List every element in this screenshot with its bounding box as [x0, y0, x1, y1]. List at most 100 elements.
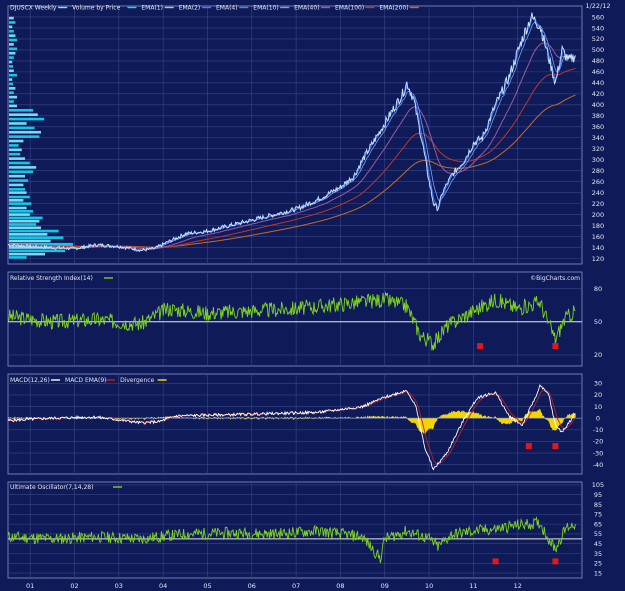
x-tick-label: 04 [159, 582, 167, 590]
legend-label: EMA(40) [294, 5, 319, 12]
volume-bar [9, 82, 13, 86]
volume-bar [9, 206, 27, 210]
volume-bar [9, 161, 30, 165]
legend-label: EMA(4) [216, 5, 238, 12]
legend-label: EMA(200) [379, 5, 408, 12]
volume-bar [9, 191, 27, 194]
x-tick-label: 01 [26, 582, 34, 590]
volume-bar [9, 239, 51, 243]
rsi-y-tick: 20 [594, 351, 602, 359]
uo-y-tick: 35 [594, 550, 602, 558]
price-y-tick: 160 [592, 233, 604, 241]
price-y-tick: 200 [592, 211, 604, 219]
volume-bar [9, 183, 24, 187]
price-line [7, 12, 576, 253]
volume-bar [9, 122, 27, 125]
ultimate-oscillator-panel [7, 516, 582, 565]
x-tick-label: 12 [514, 582, 522, 590]
rsi-title: Relative Strength Index(14) [10, 275, 93, 282]
volume-bar [9, 95, 17, 99]
volume-bar [9, 130, 41, 134]
volume-bar [9, 242, 73, 246]
volume-bar [9, 216, 43, 220]
macd-y-tick: -30 [593, 449, 604, 457]
volume-bar [9, 188, 25, 191]
uo-title: Ultimate Oscillator(7,14,28) [10, 484, 93, 491]
price-y-tick: 300 [592, 156, 604, 164]
price-y-tick: 260 [592, 178, 604, 186]
x-tick-label: 02 [70, 582, 78, 590]
volume-bar [9, 229, 59, 233]
uo-y-tick: 45 [594, 540, 602, 548]
price-y-tick: 280 [592, 167, 604, 175]
x-tick-label: 03 [115, 582, 123, 590]
volume-bar [9, 256, 27, 259]
volume-bar [9, 209, 33, 213]
volume-bar [9, 87, 16, 90]
volume-bar [9, 25, 13, 29]
volume-bar [9, 108, 33, 112]
price-y-tick: 380 [592, 112, 604, 120]
rsi-y-tick: 50 [594, 318, 602, 326]
macd-legend-label: Divergence [120, 377, 154, 384]
uo-y-tick: 25 [594, 560, 602, 568]
x-tick-label: 08 [336, 582, 344, 590]
uo-y-tick: 85 [594, 501, 602, 509]
volume-bar [9, 139, 24, 143]
panel-frames [7, 5, 583, 579]
volume-bar [9, 43, 14, 46]
volume-by-price-bars [9, 16, 85, 259]
volume-bar [9, 148, 22, 152]
x-tick-label: 10 [425, 582, 433, 590]
volume-bar [9, 113, 38, 117]
watermark: ©BigCharts.com [530, 275, 580, 282]
macd-y-tick: 30 [594, 380, 602, 388]
macd-legend-label: MACD(12,26) [10, 377, 50, 384]
volume-bar [9, 78, 13, 81]
price-y-tick: 120 [592, 255, 604, 263]
volume-bar [9, 104, 17, 108]
price-y-tick: 540 [592, 24, 604, 32]
volume-bar [9, 213, 30, 216]
volume-bar [9, 179, 29, 182]
uo-y-tick: 95 [594, 491, 602, 499]
legend-label: EMA(1) [141, 5, 163, 12]
price-y-tick: 220 [592, 200, 604, 208]
price-y-tick: 340 [592, 134, 604, 142]
volume-bar [9, 157, 25, 160]
macd-y-tick: -20 [593, 438, 604, 446]
axis-ticks: 01 02 03 04 05 06 07 08 09 10 11 121201401601802002… [26, 2, 611, 590]
uo-signal-marker [492, 558, 499, 565]
macd-y-tick: 0 [596, 414, 600, 422]
rsi-line [7, 291, 576, 351]
volume-bar [9, 126, 35, 130]
legend-label: EMA(100) [335, 5, 364, 12]
price-y-tick: 440 [592, 79, 604, 87]
rsi-panel [7, 291, 582, 351]
volume-bar [9, 223, 37, 226]
panel-frame-macd [7, 373, 583, 475]
volume-bar [9, 195, 30, 199]
volume-bar [9, 135, 40, 138]
uo-y-tick: 105 [592, 481, 604, 489]
macd-y-tick: 10 [594, 403, 602, 411]
rsi-y-tick: 80 [594, 285, 602, 293]
uo-y-tick: 55 [594, 530, 602, 538]
volume-bar [9, 199, 24, 202]
volume-bar [9, 38, 17, 42]
volume-bar [9, 51, 16, 55]
x-tick-label: 09 [381, 582, 389, 590]
legend-label: EMA(10) [253, 5, 278, 12]
volume-bar [9, 202, 32, 205]
rsi-signal-marker [477, 343, 484, 350]
legend-label: DJUSCX Weekly [10, 5, 57, 12]
price-y-tick: 320 [592, 145, 604, 153]
x-tick-label: 07 [292, 582, 300, 590]
uo-line [7, 516, 576, 564]
volume-bar [9, 249, 65, 253]
volume-bar [9, 252, 45, 256]
macd-panel [7, 384, 582, 471]
macd-legend-label: MACD EMA(9) [65, 377, 106, 384]
